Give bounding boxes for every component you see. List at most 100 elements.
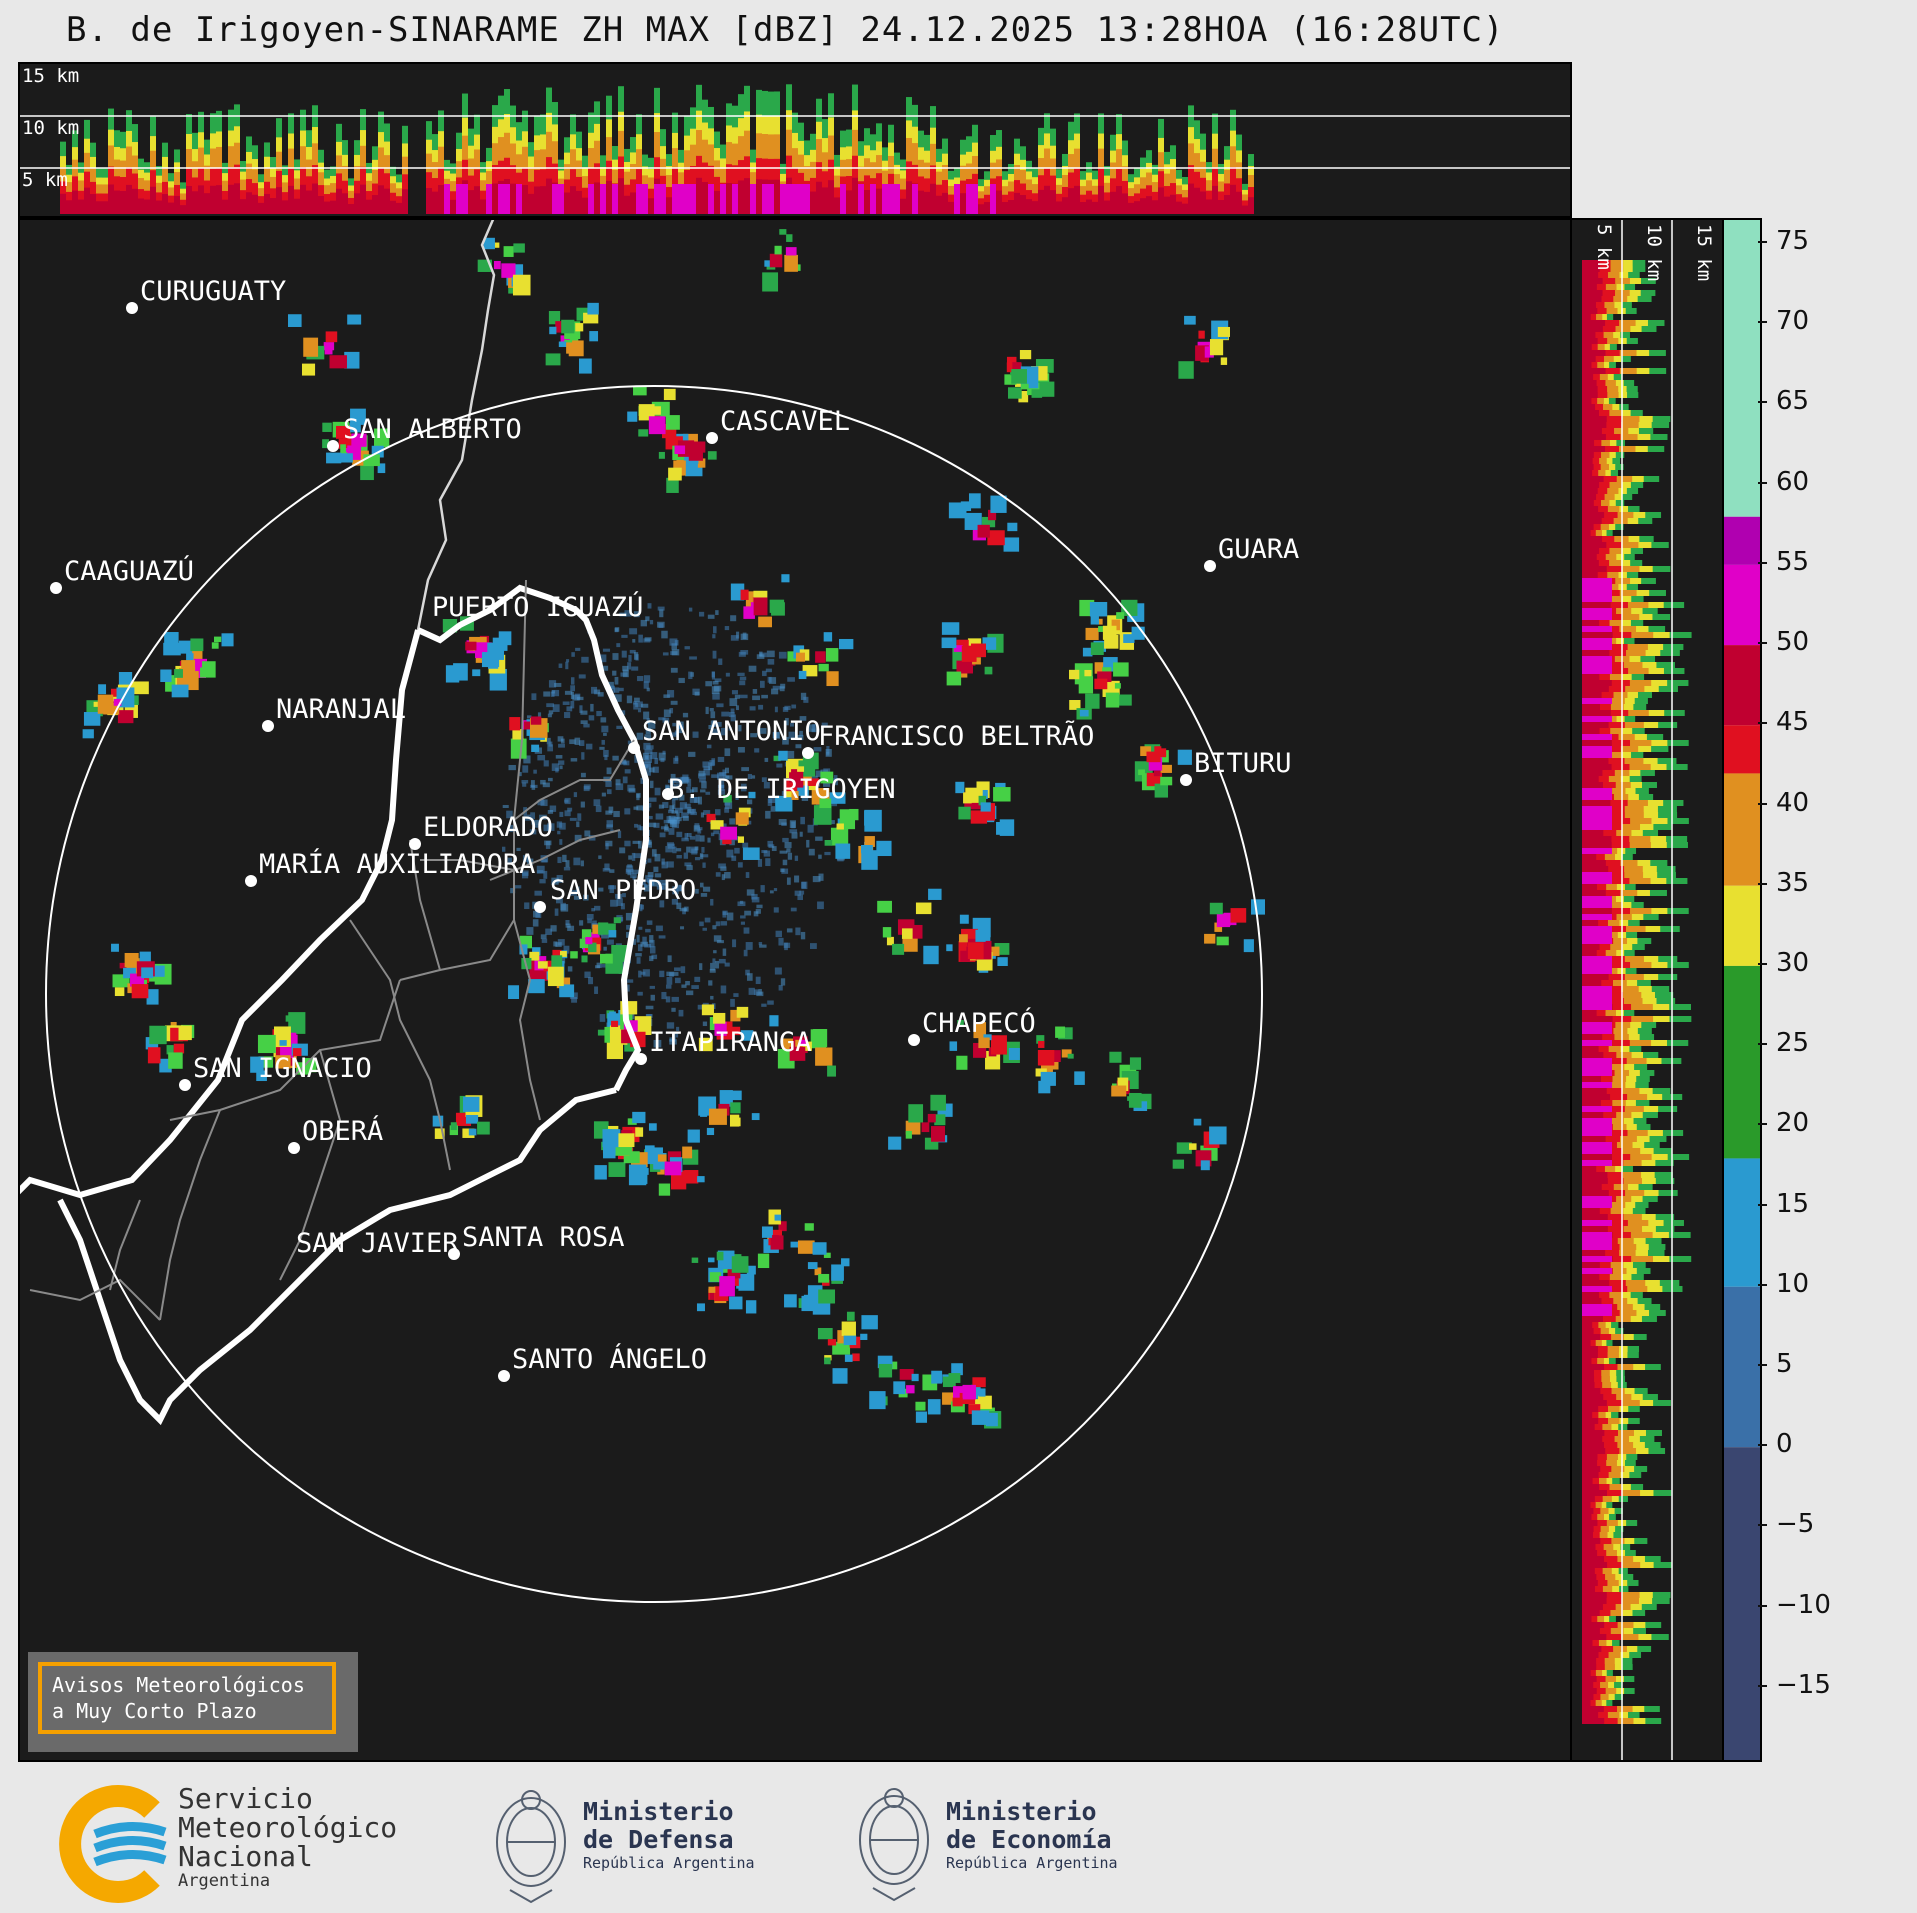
color-band-1 [1724,516,1760,565]
river-border-iguazu [416,584,649,1092]
color-scale-tick: 30 [1757,948,1809,978]
city-label: MARÍA AUXILIADORA [259,848,535,880]
city-dot [662,788,674,800]
defensa-line-1: Ministerio [583,1797,734,1826]
top-height-label-15: 15 km [22,65,79,87]
city-label: CHAPECÓ [922,1007,1036,1039]
smn-line-2: Meteorológico [178,1811,397,1844]
economia-line-2: de Economía [946,1825,1112,1854]
province-boundaries [29,579,635,1321]
economia-line-1: Ministerio [946,1797,1097,1826]
city-dot [262,720,274,732]
smn-line-1: Servicio [178,1782,313,1815]
color-band-10 [1724,1447,1760,1760]
river-border-parana [20,629,421,1199]
city-dot [498,1370,510,1382]
city-label: SANTO ÁNGELO [512,1343,707,1375]
city-dot [802,747,814,759]
color-scale-tick: −10 [1758,1590,1831,1620]
city-label: PUERTO IGUAZÚ [432,591,643,623]
near-radar-clutter [501,603,845,1048]
city-label: FRANCISCO BELTRÃO [818,720,1094,752]
radar-range-ring [45,385,1263,1603]
smn-line-3: Nacional [178,1840,313,1873]
color-band-7 [1724,965,1760,1159]
footer-logos: Servicio Meteorológico Nacional Argentin… [0,1760,1917,1909]
city-dot [534,901,546,913]
top-height-label-10: 10 km [22,117,79,139]
color-scale-tick: 5 [1758,1349,1793,1379]
color-scale-tick: 65 [1757,386,1809,416]
color-scale-tick: 45 [1757,707,1809,737]
city-dot [126,302,138,314]
color-band-3 [1724,645,1760,726]
very-short-term-warnings-link[interactable]: Avisos Meteorológicos a Muy Corto Plazo [28,1652,358,1752]
color-band-5 [1724,773,1760,886]
top-cross-section-plot: 15 km 10 km 5 km [20,65,1570,215]
city-label: SANTA ROSA [462,1222,625,1253]
side-cross-section-plot: 5 km 10 km 15 km [1582,220,1715,1760]
city-label: ITAPIRANGA [649,1027,812,1058]
international-border-paraguay [416,220,496,631]
city-dot [50,582,62,594]
river-border-uruguay [57,1087,617,1426]
color-scale-tick: 15 [1757,1189,1809,1219]
radar-map-panel[interactable]: CURUGUATY SAN ALBERTO CASCAVEL CAAGUAZÚ GUAR… [18,218,1572,1762]
color-scale-tick: −15 [1758,1670,1831,1700]
city-dot [179,1079,191,1091]
economia-line-3: República Argentina [946,1854,1118,1872]
city-label: B. DE IRIGOYEN [668,774,896,805]
top-cross-section-panel: 15 km 10 km 5 km [18,62,1572,218]
color-scale-tick: 35 [1757,868,1809,898]
top-height-label-5: 5 km [22,169,68,191]
color-scale-tick: 70 [1757,306,1809,336]
city-label: NARANJAL [276,694,406,725]
city-label: SAN PEDRO [550,875,696,906]
city-label: SAN IGNACIO [193,1053,372,1084]
precipitation-cells [82,229,1266,1429]
color-band-0 [1724,220,1760,517]
color-scale-tick: 60 [1757,467,1809,497]
color-scale-tick: 40 [1757,788,1809,818]
color-band-4 [1724,725,1760,774]
city-markers: CURUGUATY SAN ALBERTO CASCAVEL CAAGUAZÚ GUAR… [50,276,1299,1382]
color-band-2 [1724,564,1760,646]
side-height-label-5: 5 km [1593,224,1615,270]
city-dot [288,1142,300,1154]
smn-line-4: Argentina [178,1871,270,1891]
city-dot [1180,774,1192,786]
city-label: BITURU [1194,748,1292,779]
color-band-8 [1724,1158,1760,1287]
smn-logo-icon [59,1785,167,1903]
city-label: CAAGUAZÚ [64,555,194,587]
city-dot [245,875,257,887]
city-label: CASCAVEL [720,406,850,437]
city-dot [448,1248,460,1260]
city-label: CURUGUATY [140,276,286,307]
city-label: OBERÁ [302,1115,383,1147]
color-scale-tick: 0 [1758,1429,1793,1459]
city-dot [635,1053,647,1065]
side-cross-section-panel: 5 km 10 km 15 km [1570,218,1724,1762]
city-label: SAN ALBERTO [343,414,522,445]
defensa-line-2: de Defensa [583,1825,734,1854]
city-dot [1204,560,1216,572]
color-scale-tick: 10 [1757,1269,1809,1299]
notice-line-1: Avisos Meteorológicos [52,1673,305,1697]
color-band-6 [1724,885,1760,966]
city-dot [628,742,640,754]
color-scale-tick: 20 [1757,1108,1809,1138]
city-label: ELDORADO [423,812,553,843]
side-height-label-15: 15 km [1693,224,1715,281]
city-label: GUARA [1218,534,1299,565]
city-label: SAN ANTONIO [642,716,821,747]
color-scale-tick: 55 [1757,547,1809,577]
color-scale-tick: 50 [1757,627,1809,657]
city-label: SAN JAVIER [296,1228,459,1259]
argentina-coat-of-arms-icon-2 [859,1788,929,1902]
dbz-color-scale [1722,218,1762,1762]
color-scale-tick: −5 [1757,1509,1814,1539]
city-dot [706,432,718,444]
color-scale-tick: 75 [1757,226,1809,256]
side-height-label-10: 10 km [1643,224,1665,281]
